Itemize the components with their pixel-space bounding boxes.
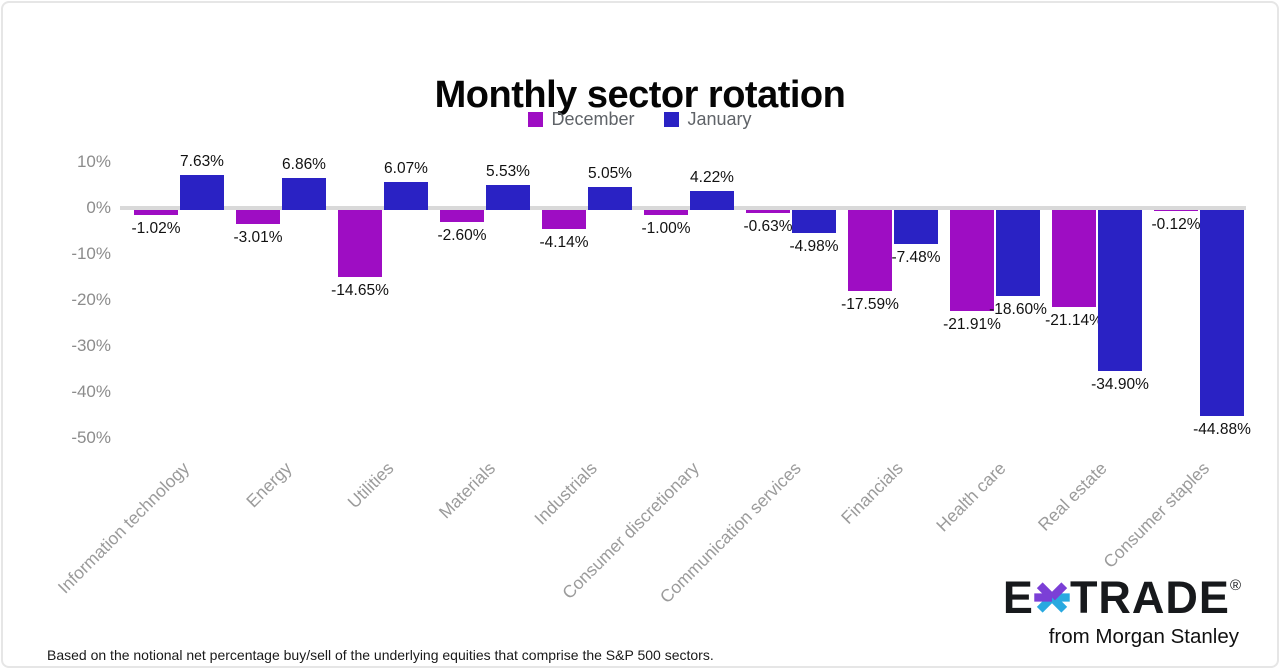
logo-tagline: from Morgan Stanley — [1048, 625, 1239, 648]
chart-title: Monthly sector rotation — [434, 74, 846, 117]
value-label: -44.88% — [1193, 421, 1251, 439]
value-label: -2.60% — [437, 226, 487, 244]
bar-january-8 — [894, 210, 938, 245]
value-label: -18.60% — [989, 300, 1047, 318]
value-label: 6.07% — [384, 160, 428, 178]
y-axis-tick: 10% — [76, 152, 111, 171]
value-label: -1.02% — [131, 219, 181, 237]
value-label: -17.59% — [841, 295, 899, 313]
value-label: -21.91% — [943, 315, 1001, 333]
bar-group-1: -1.02% 7.63% — [131, 143, 224, 453]
bar-group-4: -2.60% 5.53% — [437, 143, 530, 453]
value-label: 4.22% — [690, 168, 734, 186]
bar-january-9 — [996, 210, 1040, 296]
value-label: 6.86% — [282, 156, 326, 174]
bar-group-3: -14.65% 6.07% — [331, 143, 428, 453]
bar-december-7 — [746, 210, 790, 213]
bar-december-8 — [848, 210, 892, 291]
etrade-logo: E TRADE ® from Morgan Sta — [1003, 575, 1241, 649]
value-label: 7.63% — [180, 152, 224, 170]
footnote: Based on the notional net percentage buy… — [47, 647, 714, 663]
registered-mark-icon: ® — [1229, 577, 1241, 594]
zero-gridline — [120, 206, 1246, 210]
value-label: 5.05% — [588, 164, 632, 182]
bar-january-11 — [1200, 210, 1244, 417]
logo-text-trade: TRADE — [1069, 572, 1230, 623]
value-label: -1.00% — [641, 219, 691, 237]
y-axis-tick: -40% — [71, 382, 111, 401]
value-label: -0.63% — [743, 217, 793, 235]
legend-label-december: December — [551, 109, 635, 129]
bar-january-7 — [792, 210, 836, 233]
bar-group-9: -21.91% -18.60% — [943, 143, 1047, 453]
y-axis-tick: 0% — [86, 198, 111, 217]
bar-group-11: -0.12% -44.88% — [1151, 143, 1251, 453]
value-label: -21.14% — [1045, 312, 1103, 330]
bar-december-6 — [644, 210, 688, 215]
bar-december-1 — [134, 210, 178, 215]
bar-january-10 — [1098, 210, 1142, 371]
bar-january-6 — [690, 190, 734, 210]
legend-label-january: January — [687, 109, 752, 129]
bar-december-4 — [440, 210, 484, 222]
y-axis-tick: -50% — [71, 428, 111, 447]
legend-swatch-december — [528, 112, 544, 127]
value-label: -7.48% — [891, 249, 941, 267]
bar-group-2: -3.01% 6.86% — [233, 143, 326, 453]
bar-group-10: -21.14% -34.90% — [1045, 143, 1149, 453]
bar-january-2 — [282, 178, 326, 210]
value-label: -34.90% — [1091, 375, 1149, 393]
bar-group-7: -0.63% -4.98% — [743, 143, 839, 453]
legend-swatch-january — [664, 112, 680, 127]
etrade-wordmark: E TRADE ® — [1003, 575, 1241, 620]
value-label: -4.98% — [789, 237, 839, 255]
bar-january-3 — [384, 182, 428, 210]
value-label: -3.01% — [233, 228, 283, 246]
value-label: 5.53% — [486, 162, 530, 180]
bar-january-1 — [180, 174, 224, 210]
y-axis-tick: -20% — [71, 290, 111, 309]
value-label: -4.14% — [539, 234, 589, 252]
legend-item-january: January — [664, 109, 752, 130]
bar-group-8: -17.59% -7.48% — [841, 143, 941, 453]
bar-december-11 — [1154, 210, 1198, 211]
etrade-star-icon — [1034, 582, 1070, 613]
y-axis-tick: -30% — [71, 336, 111, 355]
bar-december-9 — [950, 210, 994, 311]
plot-area: -1.02% 7.63% -3.01% 6.86% -14.65% 6.07% -2.60%… — [131, 143, 1251, 453]
value-label: -14.65% — [331, 282, 389, 300]
bar-january-4 — [486, 184, 530, 210]
bar-january-5 — [588, 186, 632, 210]
chart-area: 10% 0% -10% -20% -30% -40% -50% -1.02% 7.63% -3.… — [3, 143, 1277, 623]
value-label: -0.12% — [1151, 216, 1201, 233]
legend-item-december: December — [528, 109, 634, 130]
bar-group-6: -1.00% 4.22% — [641, 143, 734, 453]
bar-december-2 — [236, 210, 280, 224]
bar-group-5: -4.14% 5.05% — [539, 143, 632, 453]
bar-december-5 — [542, 210, 586, 230]
logo-text-e: E — [1002, 572, 1034, 623]
bar-december-3 — [338, 210, 382, 278]
legend: December January — [3, 109, 1277, 130]
y-axis-tick: -10% — [71, 244, 111, 263]
bar-december-10 — [1052, 210, 1096, 308]
